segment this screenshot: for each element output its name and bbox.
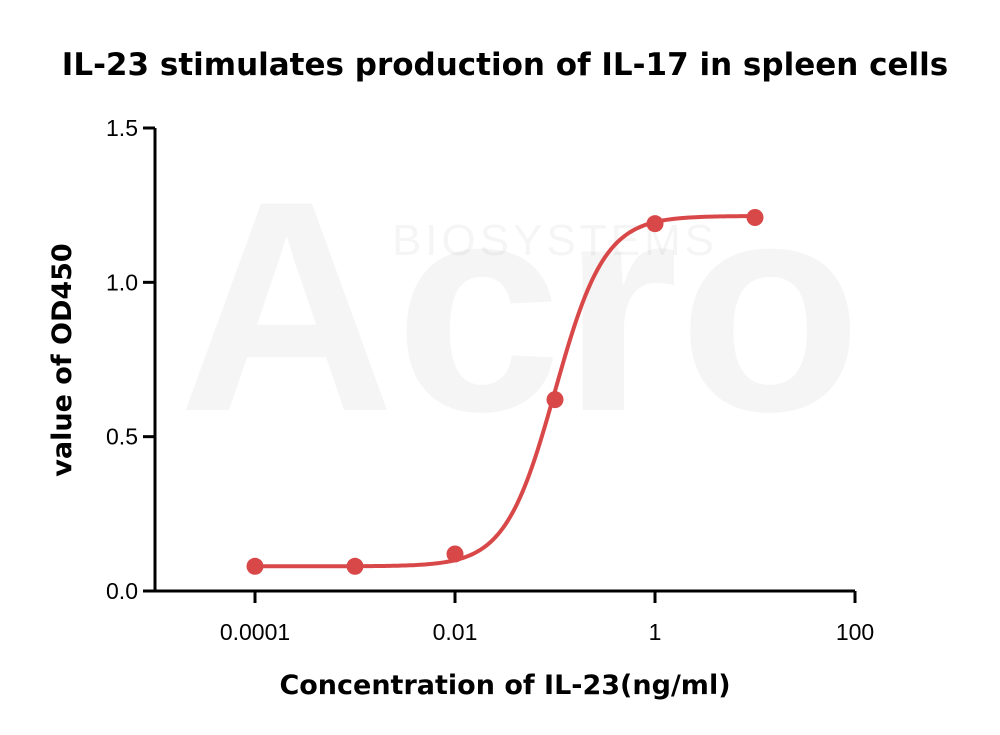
- watermark-brand: Acro: [178, 138, 862, 474]
- y-tick-label: 0.0: [106, 578, 138, 604]
- x-axis-label: Concentration of IL-23(ng/ml): [279, 670, 730, 701]
- data-point: [446, 545, 464, 563]
- x-tick-label: 0.01: [433, 619, 478, 645]
- y-tick-label: 1.5: [106, 115, 138, 141]
- y-axis-label: value of OD450: [47, 243, 78, 476]
- watermark: Acro BIOSYSTEMS: [178, 138, 862, 474]
- data-point: [746, 209, 764, 227]
- chart-title: IL-23 stimulates production of IL-17 in …: [62, 47, 948, 83]
- watermark-text: BIOSYSTEMS: [392, 216, 718, 265]
- series-layer: [246, 209, 764, 575]
- x-tick-label: 1: [649, 619, 662, 645]
- data-point: [546, 391, 564, 409]
- data-point: [646, 215, 664, 233]
- y-tick-label: 0.5: [106, 424, 138, 450]
- axes: 0.0 0.5 1.0 1.5 0.0001 0.01 1 100: [106, 115, 874, 645]
- data-point: [346, 557, 364, 575]
- x-ticks: 0.0001 0.01 1 100: [220, 591, 874, 645]
- x-tick-label: 100: [836, 619, 874, 645]
- fit-curve: [255, 214, 756, 569]
- y-ticks: 0.0 0.5 1.0 1.5: [106, 115, 155, 604]
- x-tick-label: 0.0001: [220, 619, 290, 645]
- y-tick-label: 1.0: [106, 269, 138, 295]
- data-point: [246, 557, 264, 575]
